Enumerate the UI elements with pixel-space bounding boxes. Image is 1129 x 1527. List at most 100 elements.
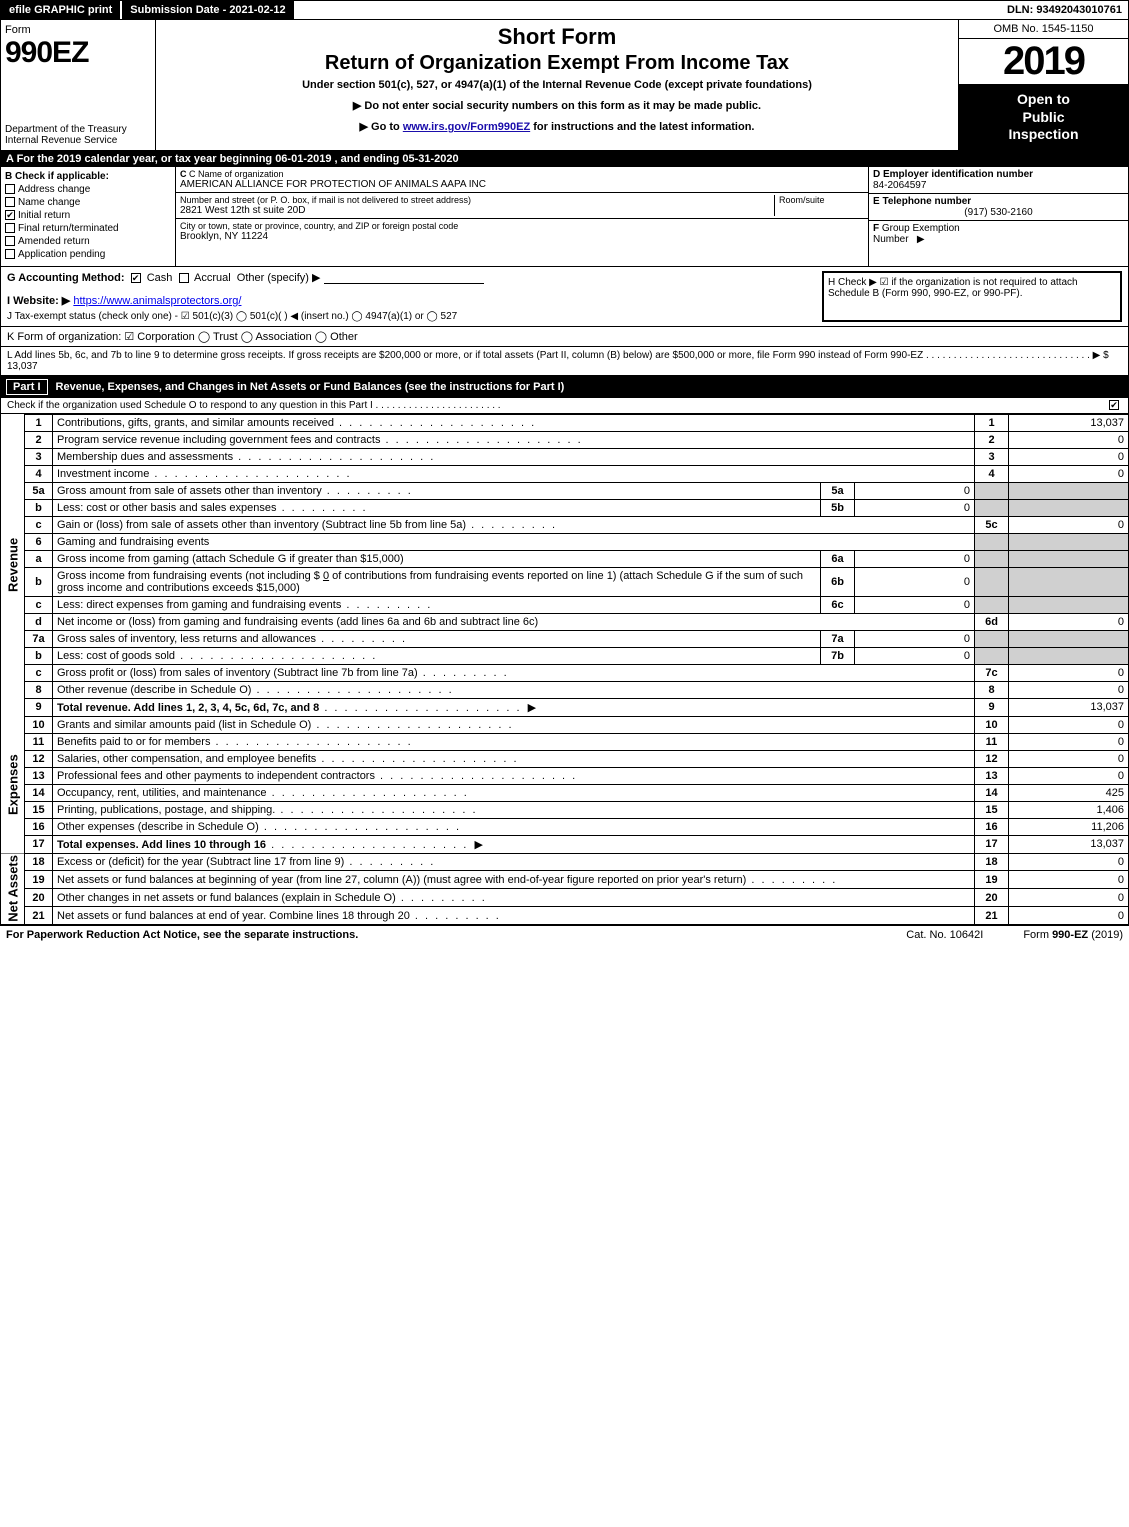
ln-5a-num: 5a <box>25 482 53 499</box>
ln-18-nc: 18 <box>975 853 1009 871</box>
ln-6d-num: d <box>25 613 53 630</box>
lbl-amended-return: Amended return <box>18 236 90 247</box>
side-label-expenses: Expenses <box>1 716 25 853</box>
ln-8-num: 8 <box>25 681 53 698</box>
irs-link[interactable]: www.irs.gov/Form990EZ <box>403 121 530 133</box>
efile-print-button[interactable]: efile GRAPHIC print <box>1 1 122 19</box>
ln-16-amt: 11,206 <box>1009 818 1129 835</box>
ln-21-nc: 21 <box>975 907 1009 925</box>
ln-6c-num: c <box>25 596 53 613</box>
c-name-label: C C Name of organization <box>180 169 864 179</box>
lbl-name-change: Name change <box>18 197 80 208</box>
ssn-warning: ▶ Do not enter social security numbers o… <box>164 99 950 112</box>
ln-15-amt: 1,406 <box>1009 801 1129 818</box>
lbl-final-return: Final return/terminated <box>18 223 119 234</box>
chk-name-change[interactable] <box>5 197 15 207</box>
ln-20-nc: 20 <box>975 889 1009 907</box>
chk-schedule-o-used[interactable] <box>1109 400 1119 410</box>
ln-2-amt: 0 <box>1009 431 1129 448</box>
ln-12-text: Salaries, other compensation, and employ… <box>53 750 975 767</box>
part-1-table: Revenue 1 Contributions, gifts, grants, … <box>0 414 1129 926</box>
j-tax-exempt-status: J Tax-exempt status (check only one) - ☑… <box>7 311 814 322</box>
entity-box: B Check if applicable: Address change Na… <box>0 167 1129 267</box>
ln-6a-shade-amt <box>1009 550 1129 567</box>
chk-amended-return[interactable] <box>5 236 15 246</box>
ln-15-text: Printing, publications, postage, and shi… <box>53 801 975 818</box>
ln-9-amt: 13,037 <box>1009 698 1129 716</box>
ln-7b-ma: 0 <box>855 647 975 664</box>
chk-final-return[interactable] <box>5 223 15 233</box>
f-group-exemption: F Group ExemptionNumber ▶ <box>873 223 1124 245</box>
ln-17-arrow: ▶ <box>474 839 482 851</box>
ln-16-nc: 16 <box>975 818 1009 835</box>
ln-5b-shade-amt <box>1009 499 1129 516</box>
goto-line: ▶ Go to www.irs.gov/Form990EZ for instru… <box>164 120 950 133</box>
ln-14-num: 14 <box>25 784 53 801</box>
d-ein-label: D Employer identification number <box>873 169 1124 180</box>
ln-9-text-cell: Total revenue. Add lines 1, 2, 3, 4, 5c,… <box>53 698 975 716</box>
ln-6b-shade-amt <box>1009 567 1129 596</box>
ln-8-text: Other revenue (describe in Schedule O) <box>53 681 975 698</box>
ln-5c-num: c <box>25 516 53 533</box>
ln-5a-shade-amt <box>1009 482 1129 499</box>
website-link[interactable]: https://www.animalsprotectors.org/ <box>73 295 241 307</box>
k-form-of-organization: K Form of organization: ☑ Corporation ◯ … <box>0 327 1129 347</box>
section-b-checkboxes: B Check if applicable: Address change Na… <box>1 167 176 266</box>
chk-initial-return[interactable] <box>5 210 15 220</box>
ln-13-amt: 0 <box>1009 767 1129 784</box>
ln-6b-num: b <box>25 567 53 596</box>
ln-6d-amt: 0 <box>1009 613 1129 630</box>
side-label-net-assets: Net Assets <box>1 853 25 925</box>
chk-application-pending[interactable] <box>5 249 15 259</box>
ln-4-text: Investment income <box>53 465 975 482</box>
submission-date-button[interactable]: Submission Date - 2021-02-12 <box>122 1 293 19</box>
ln-10-nc: 10 <box>975 716 1009 733</box>
footer-form-pre: Form <box>1023 929 1052 941</box>
part-1-check-text: Check if the organization used Schedule … <box>7 400 1109 411</box>
chk-cash[interactable] <box>131 273 141 283</box>
chk-address-change[interactable] <box>5 184 15 194</box>
ln-5c-text: Gain or (loss) from sale of assets other… <box>53 516 975 533</box>
form-word: Form <box>5 24 151 36</box>
ln-6a-shade <box>975 550 1009 567</box>
open-line3: Inspection <box>963 126 1124 144</box>
ln-5b-shade <box>975 499 1009 516</box>
part-1-header: Part I Revenue, Expenses, and Changes in… <box>0 376 1129 398</box>
open-to-public-inspection: Open to Public Inspection <box>959 85 1128 150</box>
tax-year-period: A For the 2019 calendar year, or tax yea… <box>0 151 1129 167</box>
ln-14-nc: 14 <box>975 784 1009 801</box>
ln-18-text: Excess or (deficit) for the year (Subtra… <box>53 853 975 871</box>
ln-4-num: 4 <box>25 465 53 482</box>
ln-7a-text: Gross sales of inventory, less returns a… <box>53 630 821 647</box>
c-name-label-text: C Name of organization <box>189 169 284 179</box>
ln-2-text: Program service revenue including govern… <box>53 431 975 448</box>
footer-paperwork: For Paperwork Reduction Act Notice, see … <box>6 929 358 941</box>
footer-cat-no: Cat. No. 10642I <box>906 929 983 941</box>
ln-6a-ma: 0 <box>855 550 975 567</box>
tax-year: 2019 <box>959 39 1128 85</box>
ln-17-amt: 13,037 <box>1009 835 1129 853</box>
dept-line2: Internal Revenue Service <box>5 135 151 146</box>
form-header: Form 990EZ Department of the Treasury In… <box>0 20 1129 151</box>
ln-6c-ma: 0 <box>855 596 975 613</box>
ln-3-text: Membership dues and assessments <box>53 448 975 465</box>
row-g-h: G Accounting Method: Cash Accrual Other … <box>0 267 1129 327</box>
ln-3-amt: 0 <box>1009 448 1129 465</box>
ln-6-text: Gaming and fundraising events <box>53 533 975 550</box>
lbl-application-pending: Application pending <box>18 249 105 260</box>
l-gross-receipts: L Add lines 5b, 6c, and 7b to line 9 to … <box>0 347 1129 376</box>
return-title: Return of Organization Exempt From Incom… <box>164 52 950 75</box>
room-label: Room/suite <box>779 195 864 205</box>
ln-1-amt: 13,037 <box>1009 414 1129 431</box>
ln-6a-mc: 6a <box>821 550 855 567</box>
ln-9-nc: 9 <box>975 698 1009 716</box>
ln-6-num: 6 <box>25 533 53 550</box>
ln-5a-text: Gross amount from sale of assets other t… <box>53 482 821 499</box>
g-label: G Accounting Method: <box>7 272 125 284</box>
chk-accrual[interactable] <box>179 273 189 283</box>
ln-1-nc: 1 <box>975 414 1009 431</box>
ln-21-amt: 0 <box>1009 907 1129 925</box>
ln-2-num: 2 <box>25 431 53 448</box>
ln-17-text-cell: Total expenses. Add lines 10 through 16 … <box>53 835 975 853</box>
ln-7c-text: Gross profit or (loss) from sales of inv… <box>53 664 975 681</box>
